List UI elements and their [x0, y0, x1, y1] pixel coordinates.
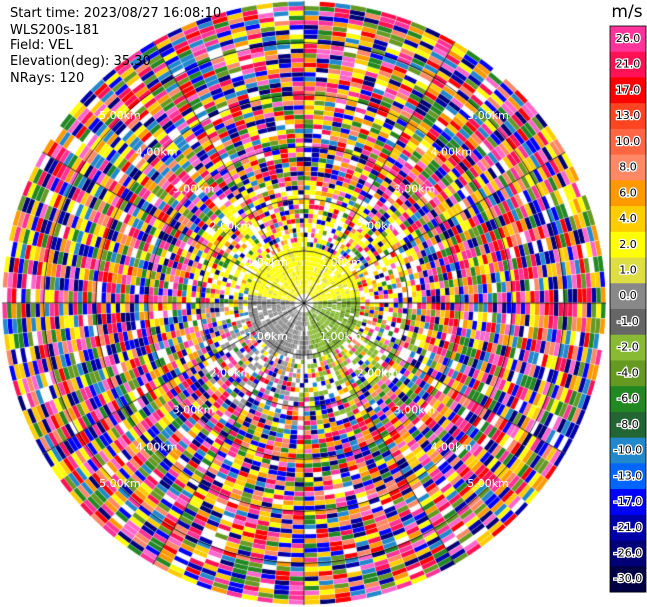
nrays-label: NRays: 120: [10, 71, 84, 86]
station-label: WLS200s-181: [10, 23, 99, 38]
field-label: Field: VEL: [10, 38, 73, 53]
elevation-label: Elevation(deg): 35.30: [10, 54, 151, 69]
start-time-label: Start time: 2023/08/27 16:08:10: [10, 6, 221, 21]
